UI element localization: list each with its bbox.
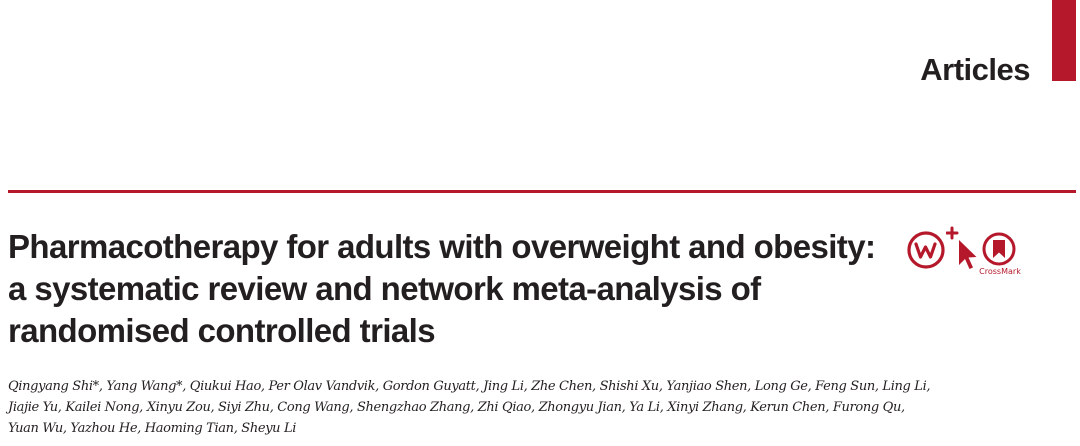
title-line: a systematic review and network meta-ana… (8, 270, 761, 307)
author-line: Qingyang Shi*, Yang Wang*, Qiukui Hao, P… (8, 379, 931, 394)
article-title: Pharmacotherapy for adults with overweig… (8, 226, 888, 352)
author-line: Jiajie Yu, Kailei Nong, Xinyu Zou, Siyi … (8, 400, 905, 415)
crossmark-icon[interactable] (982, 232, 1016, 266)
title-line: Pharmacotherapy for adults with overweig… (8, 228, 876, 265)
section-label: Articles (920, 52, 1030, 87)
w-plus-icon[interactable] (906, 230, 946, 270)
header-rule (8, 190, 1076, 193)
cursor-icon[interactable] (946, 226, 980, 272)
journal-section-tab (1052, 0, 1076, 81)
crossmark-label: CrossMark (979, 267, 1021, 276)
title-line: randomised controlled trials (8, 312, 436, 349)
author-line: Yuan Wu, Yazhou He, Haoming Tian, Sheyu … (8, 421, 297, 436)
author-list: Qingyang Shi*, Yang Wang*, Qiukui Hao, P… (8, 376, 931, 439)
article-badges: CrossMark (906, 226, 1036, 282)
